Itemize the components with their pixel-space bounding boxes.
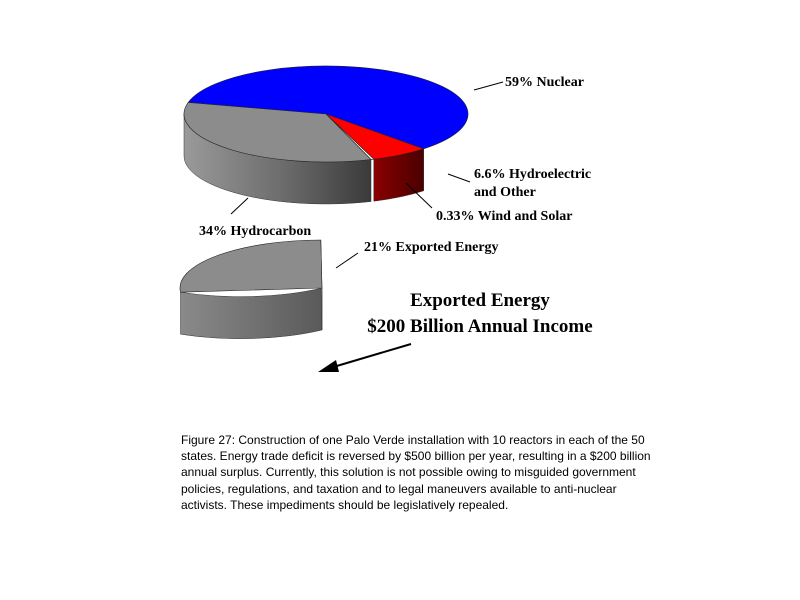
label-nuclear: 59% Nuclear <box>505 75 584 90</box>
annotation-title: Exported Energy <box>410 290 550 311</box>
leader-wind-solar <box>405 182 433 209</box>
label-hydrocarbon: 34% Hydrocarbon <box>199 224 311 239</box>
annotation-subtitle: $200 Billion Annual Income <box>367 316 592 337</box>
figure-caption: Figure 27: Construction of one Palo Verd… <box>181 433 651 512</box>
label-hydroelectric-line2: and Other <box>474 185 536 200</box>
pie-slice-hydrocarbon <box>183 102 372 163</box>
label-wind-solar: 0.33% Wind and Solar <box>436 209 572 224</box>
leader-hydroelectric <box>447 173 471 183</box>
leader-nuclear <box>473 81 504 91</box>
label-exported-energy: 21% Exported Energy <box>364 240 499 255</box>
label-hydroelectric: 6.6% Hydroelectric <box>474 167 591 182</box>
pie-slice-nuclear <box>187 65 469 150</box>
annotation-arrow-head <box>318 360 339 372</box>
exported-slice-side <box>180 287 323 339</box>
leader-exported <box>335 252 359 269</box>
annotation-arrow-shaft <box>329 343 412 369</box>
exported-slice-top <box>179 239 323 293</box>
leader-hydrocarbon <box>230 197 249 215</box>
